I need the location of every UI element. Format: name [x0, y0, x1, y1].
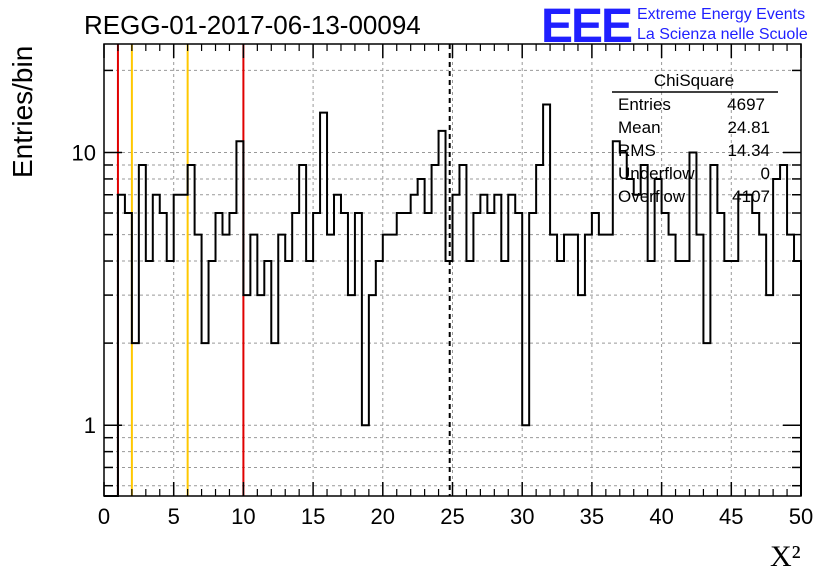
- x-tick-label: 15: [301, 504, 325, 529]
- eee-logo: EEE Extreme Energy Events La Scienza nel…: [541, 0, 808, 53]
- x-tick-label: 20: [371, 504, 395, 529]
- stats-value-entries: 4697: [727, 95, 765, 114]
- logo-line-1: Extreme Energy Events: [637, 6, 805, 23]
- stats-label-entries: Entries: [618, 95, 671, 114]
- stats-label-rms: RMS: [618, 141, 656, 160]
- y-tick-label: 10: [72, 141, 96, 166]
- logo-line-2: La Scienza nelle Scuole: [637, 26, 808, 43]
- x-tick-label: 50: [789, 504, 813, 529]
- x-tick-label: 25: [440, 504, 464, 529]
- stats-box: ChiSquare Entries 4697 Mean 24.81 RMS 14…: [612, 71, 778, 206]
- stats-value-overflow: 4107: [732, 187, 770, 206]
- stats-label-mean: Mean: [618, 118, 661, 137]
- x-tick-label: 35: [580, 504, 604, 529]
- reference-lines: [116, 44, 451, 496]
- x-tick-label: 5: [168, 504, 180, 529]
- y-tick-label: 1: [84, 413, 96, 438]
- x-tick-label: 45: [719, 504, 743, 529]
- logo-text: EEE: [541, 0, 632, 53]
- y-axis-label: Entries/bin: [7, 46, 38, 178]
- stats-value-rms: 14.34: [727, 141, 770, 160]
- x-tick-label: 0: [98, 504, 110, 529]
- stats-value-underflow: 0: [761, 164, 770, 183]
- stats-label-underflow: Underflow: [618, 164, 695, 183]
- x-tick-label: 30: [510, 504, 534, 529]
- x-axis-label: X²: [770, 540, 801, 572]
- chart-title: REGG-01-2017-06-13-00094: [84, 10, 421, 40]
- stats-label-overflow: Overflow: [618, 187, 686, 206]
- stats-title: ChiSquare: [654, 71, 734, 90]
- x-tick-label: 10: [231, 504, 255, 529]
- axis-ticks: 0 5 10 15 20 25 30 35 40 45 50 1 10: [72, 44, 813, 529]
- histogram-series: [104, 103, 802, 497]
- x-tick-label: 40: [649, 504, 673, 529]
- stats-value-mean: 24.81: [727, 118, 770, 137]
